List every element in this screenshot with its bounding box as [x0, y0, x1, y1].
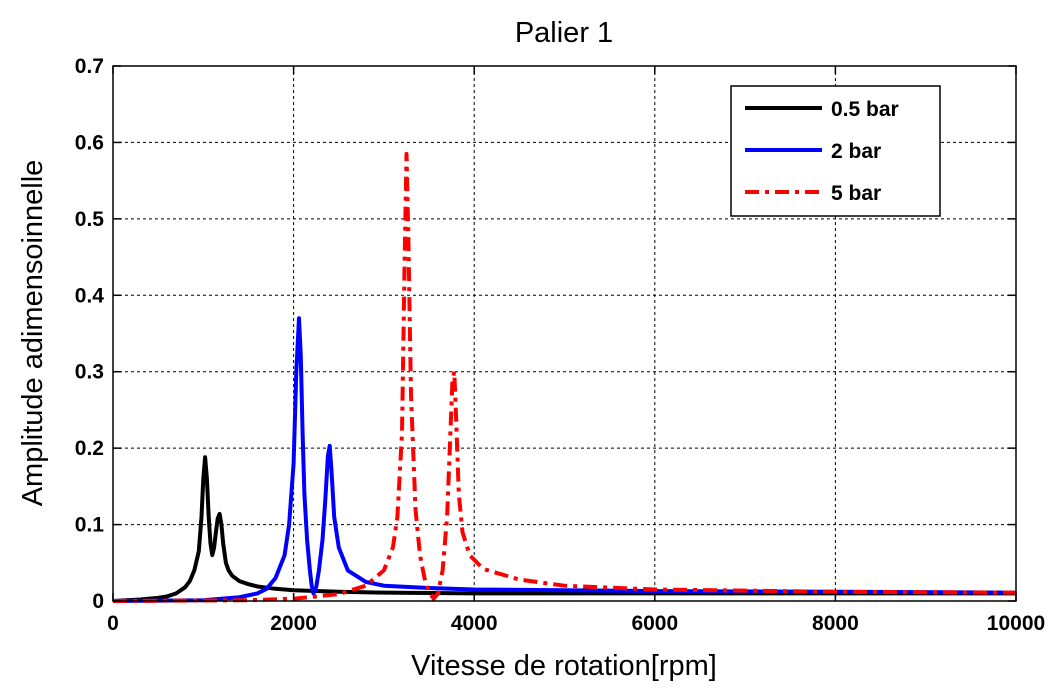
x-tick-label: 8000 [812, 612, 859, 635]
y-tick-label: 0.1 [75, 514, 105, 537]
series-layer [112, 151, 1017, 603]
x-tick-label: 0 [107, 612, 119, 635]
x-tick-label: 10000 [987, 612, 1045, 635]
legend: 0.5 bar 2 bar 5 bar [730, 85, 941, 217]
series-line-0-5-bar [112, 455, 1016, 603]
y-tick-label: 0.4 [75, 284, 105, 307]
y-tick-label: 0.7 [75, 55, 104, 78]
y-tick-label: 0.5 [75, 208, 105, 231]
x-tick-label: 2000 [270, 612, 317, 635]
y-tick-label: 0 [92, 590, 104, 613]
y-axis-label: Amplitude adimensoinnelle [17, 160, 49, 507]
legend-label: 2 bar [831, 140, 881, 163]
series-line-5-bar [112, 151, 1017, 603]
plot-frame [112, 65, 1017, 602]
ticks: 0 2000 4000 6000 8000 10000 0 0.1 0.2 0.3 0.4 0.5 0.… [75, 55, 1045, 635]
y-tick-label: 0.2 [75, 437, 104, 460]
legend-label: 0.5 bar [831, 98, 899, 121]
y-tick-label: 0.6 [75, 131, 104, 154]
x-tick-label: 4000 [451, 612, 498, 635]
x-tick-label: 6000 [631, 612, 678, 635]
y-tick-label: 0.3 [75, 361, 104, 384]
x-axis-label: Vitesse de rotation[rpm] [411, 650, 717, 682]
chart-title: Palier 1 [515, 17, 613, 49]
legend-label: 5 bar [831, 182, 881, 205]
